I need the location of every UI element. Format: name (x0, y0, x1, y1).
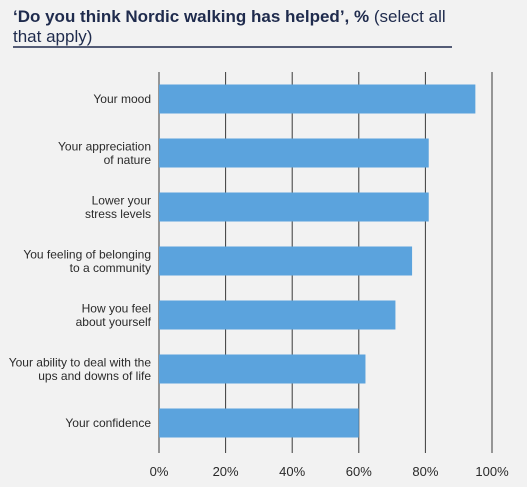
bar (159, 246, 413, 276)
x-tick-label: 100% (475, 464, 509, 479)
bar (159, 408, 359, 438)
chart-title-bold: ‘Do you think Nordic walking has helped’… (13, 7, 369, 26)
x-tick-label: 0% (150, 464, 169, 479)
bar (159, 138, 429, 168)
category-label: How you feel about yourself (76, 301, 152, 329)
x-tick-labels: 0% 20% 40% 60% 80% 100% (150, 464, 509, 479)
category-label: Your mood (93, 92, 151, 106)
chart-title-line-2: that apply) (13, 27, 92, 46)
chart-title-normal: (select all (369, 7, 446, 26)
bar (159, 300, 396, 330)
bar (159, 192, 429, 222)
bar (159, 354, 366, 384)
category-labels: Your mood Your appreciation of nature Lower… (9, 92, 152, 430)
bar (159, 84, 476, 114)
category-label: You feeling of belonging to a community (23, 247, 151, 275)
chart-title-line-1: ‘Do you think Nordic walking has helped’… (13, 7, 446, 26)
category-label: Your confidence (65, 416, 151, 430)
x-tick-label: 80% (412, 464, 438, 479)
category-label: Your appreciation of nature (58, 139, 151, 167)
bars (159, 84, 476, 438)
x-tick-label: 20% (213, 464, 239, 479)
category-label: Lower your stress levels (85, 193, 151, 221)
x-tick-label: 40% (279, 464, 305, 479)
x-tick-label: 60% (346, 464, 372, 479)
category-label: Your ability to deal with the ups and dow… (9, 355, 152, 383)
